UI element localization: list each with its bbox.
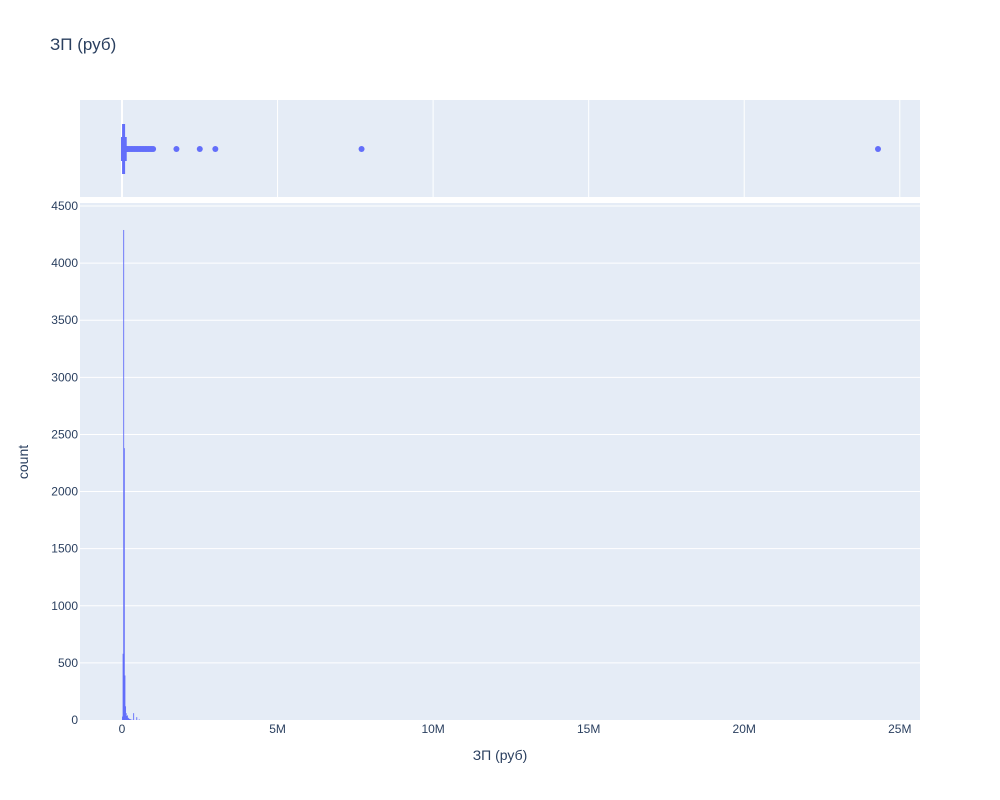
y-tick-label-1: 500 [58,656,78,670]
histogram-bar-5 [125,706,127,720]
box-outlier-21 [212,146,219,152]
x-tick-label-3: 15M [577,722,600,736]
x-tick-label-2: 10M [421,722,444,736]
y-tick-label-4: 2000 [51,485,78,499]
box-outlier-18 [150,146,157,152]
y-tick-label-5: 2500 [51,427,78,441]
y-tick-label-0: 0 [71,713,78,727]
y-axis-title: count [15,445,31,479]
histogram-bar-6 [125,713,127,720]
y-tick-label-6: 3000 [51,370,78,384]
box-outlier-22 [358,146,365,152]
histogram-panel-background [80,203,920,720]
histogram-bar-16 [136,717,138,720]
histogram-bars [122,229,140,720]
histogram-bar-7 [126,716,128,720]
box-outlier-23 [875,146,881,152]
histogram-bar-1 [122,653,124,720]
histogram-bar-9 [127,717,129,720]
histogram-bar-13 [130,719,131,720]
histogram-bar-11 [128,718,130,720]
y-axis-ticks: 0 500 1000 1500 2000 2500 3000 3500 4000 4500 [51,199,78,727]
y-tick-label-2: 1000 [51,599,78,613]
y-tick-label-8: 4000 [51,256,78,270]
histogram-bar-4 [124,675,126,720]
histogram-bar-3 [123,448,125,720]
histogram-bar-15 [133,713,135,720]
box-panel-background [80,100,920,197]
x-axis-title: ЗП (руб) [473,747,528,763]
histogram-gridlines [80,205,920,664]
box-outlier-20 [196,146,203,152]
x-tick-label-1: 5M [269,722,286,736]
histogram-bar-2 [123,229,125,720]
chart-title: ЗП (руб) [50,35,116,54]
box-outlier-19 [173,146,180,152]
x-tick-label-5: 25M [888,722,911,736]
y-tick-label-7: 3500 [51,313,78,327]
x-tick-label-4: 20M [733,722,756,736]
histogram-bar-12 [129,719,131,720]
box-plot [121,124,881,174]
x-axis-ticks: 0 5M 10M 15M 20M 25M [119,722,912,736]
x-tick-label-0: 0 [119,722,126,736]
histogram-bar-8 [126,715,128,720]
histogram-bar-10 [128,718,130,720]
histogram-bar-0 [122,716,123,720]
histogram-bar-17 [138,719,140,720]
y-tick-label-3: 1500 [51,542,78,556]
y-tick-label-9: 4500 [51,199,78,213]
